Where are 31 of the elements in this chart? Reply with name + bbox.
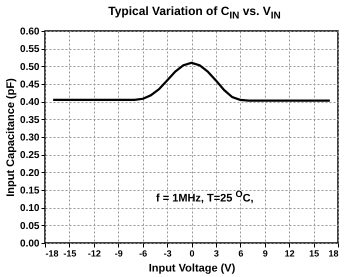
x-axis-title: Input Voltage (V) xyxy=(148,262,236,274)
y-tick-label: 0.25 xyxy=(20,150,40,162)
x-tick-label: 3 xyxy=(214,248,219,258)
y-tick-label: 0.30 xyxy=(20,132,40,144)
x-tick-label: -12 xyxy=(88,248,101,258)
y-tick-label: 0.10 xyxy=(20,203,40,214)
x-tick-label: 12 xyxy=(284,248,295,258)
y-axis-title: Input Capacitance (pF) xyxy=(5,78,18,197)
x-tick-label: 15 xyxy=(309,248,320,258)
y-tick-label: 0.15 xyxy=(20,186,40,196)
y-tick-label: 0.20 xyxy=(20,168,40,179)
line-series xyxy=(52,62,331,102)
x-tick-label: 9 xyxy=(262,248,268,258)
x-tick-label: -18 xyxy=(46,248,59,258)
y-tick-label: 0.55 xyxy=(20,44,40,56)
y-tick-label: 0.40 xyxy=(20,97,40,108)
x-tick-label: -15 xyxy=(63,248,76,258)
x-tick-label: 6 xyxy=(238,248,244,258)
chart-title: Typical Variation of C$_{IN}$ vs. V$_{IN}$ xyxy=(107,3,282,22)
y-tick-label: 0.60 xyxy=(20,26,40,38)
y-tick-label: 0.45 xyxy=(20,80,40,90)
x-tick-label: -9 xyxy=(114,248,123,258)
y-tick-label: 0.05 xyxy=(20,220,40,232)
x-tick-label: -6 xyxy=(139,248,148,258)
annotation: f = 1MHz, T=25 $^{O}$C, xyxy=(156,189,254,205)
x-tick-label: 18 xyxy=(328,248,338,258)
x-tick-label: 0 xyxy=(189,248,195,258)
y-tick-label: 0.00 xyxy=(20,238,40,250)
y-tick-label: 0.35 xyxy=(20,114,40,126)
y-tick-label: 0.50 xyxy=(20,62,40,73)
x-tick-label: -3 xyxy=(164,248,172,258)
